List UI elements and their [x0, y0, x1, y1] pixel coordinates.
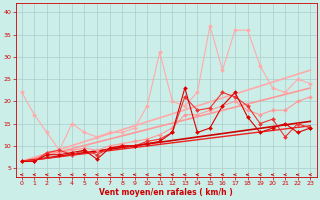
X-axis label: Vent moyen/en rafales ( km/h ): Vent moyen/en rafales ( km/h ) [99, 188, 233, 197]
